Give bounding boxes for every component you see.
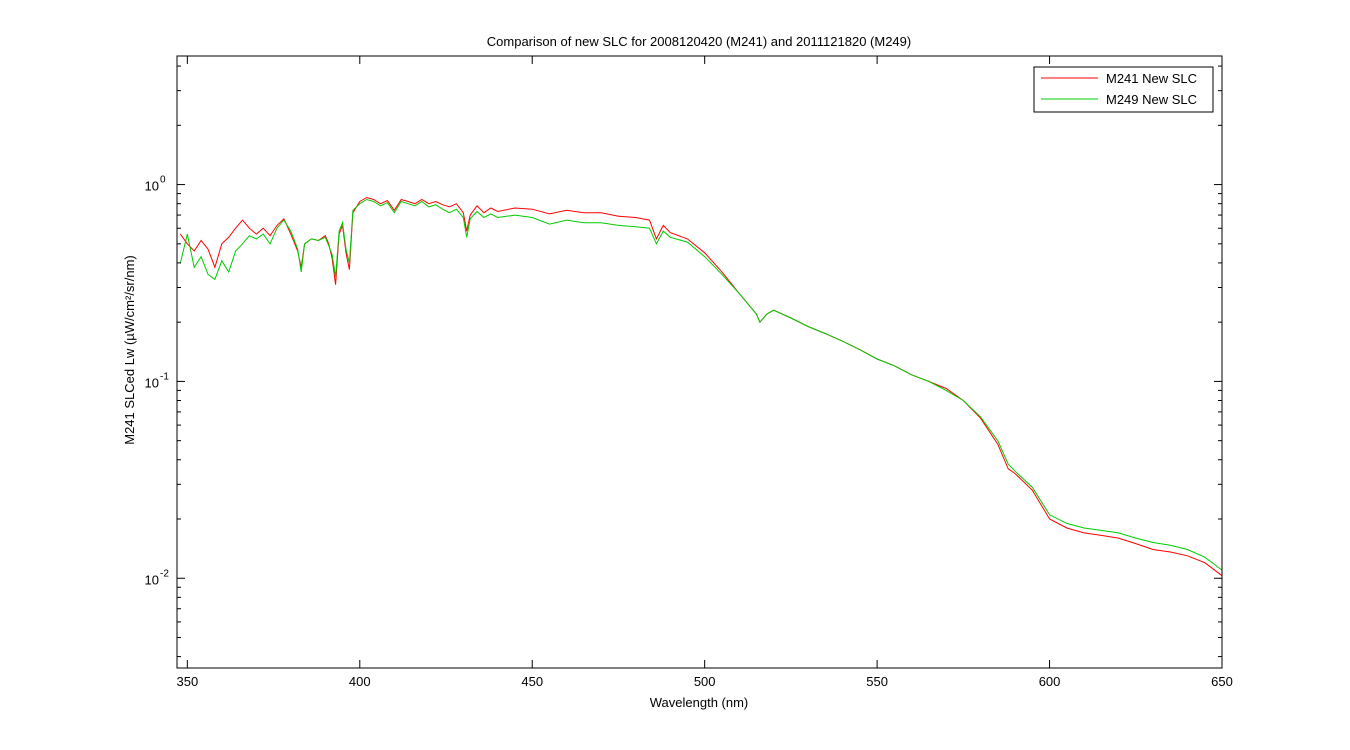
- legend: M241 New SLC M249 New SLC: [1033, 66, 1214, 113]
- y-axis-label: M241 SLCed Lw (µW/cm²/sr/nm): [122, 255, 137, 445]
- legend-label-m249: M249 New SLC: [1106, 92, 1197, 107]
- y-tick-exponent: 0: [160, 175, 166, 186]
- x-tick-label: 500: [694, 674, 716, 689]
- series-layer: [179, 196, 1223, 577]
- series-line-m241: [179, 196, 1223, 577]
- legend-label-m241: M241 New SLC: [1106, 71, 1197, 86]
- y-tick-exponent: -2: [160, 568, 169, 579]
- x-tick-label: 600: [1039, 674, 1061, 689]
- x-axis-label: Wavelength (nm): [650, 695, 749, 710]
- y-tick-label: 10: [145, 572, 159, 587]
- y-tick-label: 10: [145, 179, 159, 194]
- series-line-m249: [179, 198, 1223, 571]
- chart-title: Comparison of new SLC for 2008120420 (M2…: [487, 34, 911, 49]
- x-tick-label: 450: [521, 674, 543, 689]
- y-tick-exponent: -1: [160, 371, 169, 382]
- x-tick-label: 400: [349, 674, 371, 689]
- legend-box: [1033, 66, 1214, 113]
- x-tick-label: 650: [1211, 674, 1233, 689]
- x-tick-label: 550: [866, 674, 888, 689]
- axes-box: [176, 55, 1223, 669]
- y-tick-label: 10: [145, 375, 159, 390]
- x-tick-label: 350: [176, 674, 198, 689]
- plot-area: [177, 56, 1222, 668]
